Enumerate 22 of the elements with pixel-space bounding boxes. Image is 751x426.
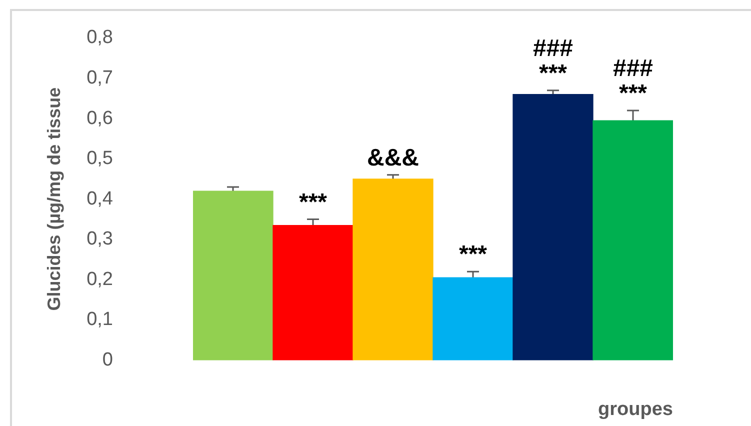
data-label: &&& (367, 144, 419, 172)
x-axis-title: groupes (598, 398, 673, 420)
y-axis-title: Glucides (µg/mg de tissue (44, 87, 64, 311)
bar (352, 178, 434, 360)
bar (272, 224, 354, 360)
data-label: *** (298, 188, 328, 216)
bar (432, 277, 514, 360)
data-label: *** (458, 241, 488, 268)
data-label: ### *** (532, 34, 574, 87)
y-tick-label: 0,3 (86, 228, 113, 250)
bar (592, 120, 673, 360)
y-tick-label: 0,7 (86, 68, 113, 89)
y-tick-label: 0,8 (86, 27, 113, 48)
y-tick-label: 0,2 (86, 268, 113, 290)
data-label: ### *** (612, 55, 654, 108)
y-tick-label: 0,5 (86, 148, 113, 170)
y-tick-label: 0,1 (86, 309, 113, 330)
y-tick-label: 0 (102, 349, 113, 370)
bar (512, 94, 594, 360)
y-tick-label: 0,4 (86, 188, 114, 210)
y-tick-label: 0,6 (86, 108, 113, 129)
bar (193, 190, 274, 360)
